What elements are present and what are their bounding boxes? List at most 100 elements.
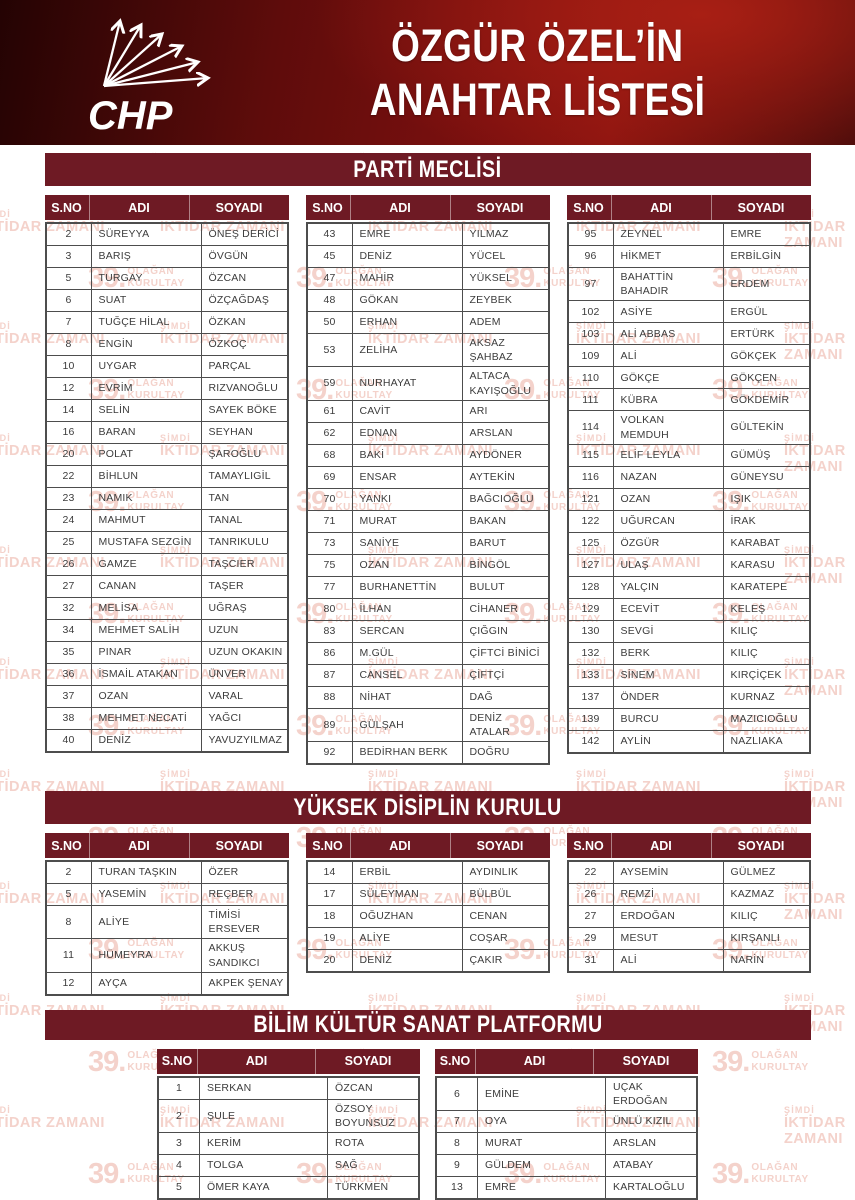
cell-sno: 92 (308, 742, 353, 764)
table-row: 11 HÜMEYRA AKKUŞ SANDIKCI (46, 938, 287, 972)
cell-soyadi: SAĞ (335, 1159, 358, 1172)
table-body: 22 AYSEMİN GÜLMEZ 26 REMZİ KAZMAZ 27 ERDOĞAN KIL… (566, 860, 811, 974)
cell-sno: 6 (47, 290, 92, 311)
cell-soyadi: ROTA (335, 1137, 365, 1150)
cell-adi: SEVGİ (614, 620, 724, 642)
cell-adi: ZEYNEL (614, 224, 724, 245)
cell-adi: ALİYE (353, 928, 463, 950)
cell-sno: 130 (569, 620, 614, 642)
cell-sno: 35 (47, 642, 92, 663)
chp-logo: CHP (86, 10, 222, 138)
cell-soyadi: NAZLIAKA (730, 735, 783, 748)
cell-sno: 97 (569, 268, 614, 301)
table-row: 36 İSMAİL ATAKAN ÜNVER (46, 663, 287, 685)
cell-adi: ELİF LEYLA (614, 444, 724, 466)
table-row: 47 MAHİR YÜKSEL (307, 267, 548, 289)
col-header-sno: S.NO (45, 833, 90, 859)
cell-sno: 110 (569, 367, 614, 389)
cell-adi: BURCU (614, 708, 724, 730)
cell-soyadi: TİMİSİ ERSEVER (208, 909, 261, 936)
cell-adi: MUSTAFA SEZGİN (92, 532, 202, 553)
cell-adi: CAVİT (353, 400, 463, 422)
cell-soyadi: ÖZKAN (208, 316, 246, 329)
cell-sno: 7 (47, 312, 92, 333)
cell-soyadi: ÇİFTCİ BİNİCİ (469, 647, 540, 660)
col-header-adi: ADI (476, 1048, 594, 1074)
col-header-soyadi: SOYADI (737, 838, 785, 853)
roster-table: S.NO ADI SOYADI 2 TURAN TAŞKIN ÖZER 5 YASEMİN RE… (44, 833, 289, 996)
col-header-adi: ADI (612, 833, 712, 859)
table-row: 3 BARIŞ ÖVGÜN (46, 245, 287, 267)
cell-sno: 2 (159, 1099, 200, 1133)
table-row: 89 GÜLŞAH DENİZ ATALAR (307, 707, 548, 742)
cell-adi: ÖZGÜR (614, 532, 724, 554)
table-row: 87 CANSEL ÇİFTÇİ (307, 663, 548, 686)
cell-soyadi: UZUN (208, 624, 239, 637)
table-row: 127 ULAŞ KARASU (568, 553, 809, 576)
col-header-sno: S.NO (306, 195, 351, 220)
cell-soyadi: GÖKÇEN (730, 371, 778, 384)
cell-soyadi: İRAK (730, 515, 756, 528)
cell-sno: 4 (159, 1155, 200, 1177)
cell-soyadi: ATABAY (613, 1159, 654, 1172)
table-row: 50 ERHAN ADEM (307, 311, 548, 333)
cell-sno: 26 (569, 884, 614, 906)
cell-soyadi: KARASU (730, 559, 775, 572)
cell-sno: 95 (569, 224, 614, 245)
page-title: ÖZGÜR ÖZEL’İN ANAHTAR LİSTESİ (235, 0, 840, 145)
cell-adi: MEHMET NECATİ (92, 708, 202, 729)
table-row: 73 SANİYE BARUT (307, 531, 548, 554)
table-header-row: S.NO ADI SOYADI (44, 195, 289, 220)
cell-adi: EMİNE (478, 1077, 606, 1111)
table-row: 116 NAZAN GÜNEYSU (568, 465, 809, 488)
table-row: 62 EDNAN ARSLAN (307, 421, 548, 444)
cell-soyadi: BARUT (469, 537, 507, 550)
cell-adi: KÜBRA (614, 389, 724, 411)
cell-adi: TOLGA (200, 1155, 328, 1177)
cell-soyadi: BÜLBÜL (469, 888, 512, 901)
cell-adi: GÜLŞAH (353, 708, 463, 742)
table-row: 22 AYSEMİN GÜLMEZ (569, 862, 809, 884)
table-row: 102 ASİYE ERGÜL (568, 300, 809, 323)
cell-sno: 132 (569, 642, 614, 664)
cell-adi: DENİZ (353, 950, 463, 972)
col-header-sno: S.NO (567, 195, 612, 220)
col-header-sno: S.NO (435, 1048, 476, 1074)
cell-adi: SÜREYYA (92, 224, 202, 245)
table-row: 86 M.GÜL ÇİFTCİ BİNİCİ (307, 641, 548, 664)
table-row: 45 DENİZ YÜCEL (307, 245, 548, 267)
cell-sno: 31 (569, 950, 614, 972)
cell-adi: EMRE (478, 1177, 606, 1199)
cell-sno: 9 (437, 1155, 478, 1177)
cell-soyadi: MAZICIOĞLU (730, 713, 798, 726)
cell-adi: MAHİR (353, 268, 463, 289)
cell-soyadi: GÜNEYSU (730, 471, 784, 484)
cell-adi: SUAT (92, 290, 202, 311)
col-header-soyadi: SOYADI (215, 838, 263, 853)
cell-sno: 16 (47, 422, 92, 443)
table-header-row: S.NO ADI SOYADI (305, 195, 550, 220)
cell-soyadi: TAN (208, 492, 230, 505)
cell-soyadi: PARÇAL (208, 360, 251, 373)
col-header-adi: ADI (351, 833, 451, 859)
table-row: 128 YALÇIN KARATEPE (568, 575, 809, 598)
cell-sno: 37 (47, 686, 92, 707)
cell-sno: 14 (308, 862, 353, 884)
cell-adi: HÜMEYRA (92, 939, 202, 972)
table-row: 7 OYA ÜNLÜ KIZIL (437, 1110, 696, 1133)
cell-sno: 22 (569, 862, 614, 884)
cell-sno: 27 (47, 576, 92, 597)
cell-adi: ENGİN (92, 334, 202, 355)
cell-adi: CANAN (92, 576, 202, 597)
cell-adi: MESUT (614, 928, 724, 950)
table-header-row: S.NO ADI SOYADI (566, 195, 811, 220)
cell-sno: 3 (159, 1133, 200, 1155)
table-body: 2 SÜREYYA ÖNEŞ DERİCİ 3 BARIŞ ÖVGÜN 5 TURGAY ÖZC… (44, 222, 289, 753)
cell-sno: 137 (569, 686, 614, 708)
cell-adi: M.GÜL (353, 642, 463, 664)
table-row: 29 MESUT KIRŞANLI (568, 927, 809, 950)
cell-adi: POLAT (92, 444, 202, 465)
cell-adi: ULAŞ (614, 554, 724, 576)
cell-sno: 12 (47, 378, 92, 399)
cell-adi: NİHAT (353, 686, 463, 708)
